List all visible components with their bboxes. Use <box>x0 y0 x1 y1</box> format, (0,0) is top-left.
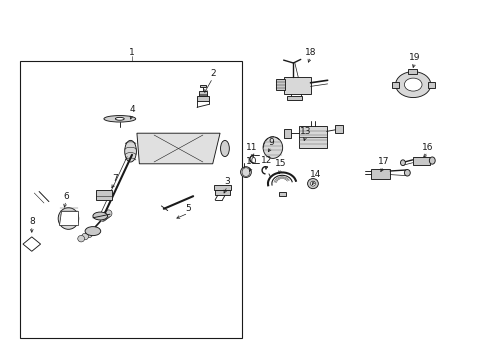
Polygon shape <box>59 211 78 225</box>
Text: 18: 18 <box>304 48 316 57</box>
Ellipse shape <box>395 72 430 98</box>
Bar <box>215 190 229 195</box>
Ellipse shape <box>263 137 282 158</box>
Text: 15: 15 <box>275 159 286 168</box>
Ellipse shape <box>404 78 421 91</box>
Bar <box>200 85 205 87</box>
Ellipse shape <box>400 160 405 166</box>
Text: 8: 8 <box>29 217 35 226</box>
Ellipse shape <box>310 181 315 186</box>
Ellipse shape <box>58 208 79 229</box>
Text: 6: 6 <box>63 192 69 201</box>
Ellipse shape <box>428 157 434 164</box>
Text: 9: 9 <box>268 138 274 147</box>
Text: 3: 3 <box>224 177 230 186</box>
Text: 19: 19 <box>408 53 420 62</box>
Text: 10: 10 <box>245 157 257 166</box>
Ellipse shape <box>124 140 136 162</box>
Bar <box>283 77 310 94</box>
Bar <box>286 96 301 100</box>
Bar <box>198 91 207 96</box>
Text: 11: 11 <box>245 143 257 152</box>
Text: 1: 1 <box>129 48 135 57</box>
Bar <box>335 125 342 133</box>
Text: 17: 17 <box>377 157 389 166</box>
Ellipse shape <box>78 235 84 242</box>
Ellipse shape <box>85 227 101 236</box>
Ellipse shape <box>105 210 112 217</box>
Ellipse shape <box>81 233 88 240</box>
Text: 12: 12 <box>260 156 272 165</box>
Ellipse shape <box>103 211 110 218</box>
Text: 2: 2 <box>209 69 215 78</box>
Bar <box>283 129 290 138</box>
Bar <box>20 61 242 338</box>
Ellipse shape <box>307 179 318 189</box>
Polygon shape <box>23 237 41 251</box>
Text: 5: 5 <box>185 204 191 213</box>
Bar <box>407 69 416 74</box>
Text: 16: 16 <box>421 143 433 152</box>
Bar <box>276 79 285 90</box>
Bar <box>96 190 112 200</box>
Bar <box>370 169 389 179</box>
Ellipse shape <box>99 214 106 221</box>
Text: 4: 4 <box>129 105 135 114</box>
Ellipse shape <box>101 213 107 220</box>
Ellipse shape <box>404 170 409 176</box>
Bar <box>197 96 208 101</box>
Bar <box>412 157 429 165</box>
Ellipse shape <box>115 117 124 120</box>
Bar <box>279 192 285 196</box>
Ellipse shape <box>93 212 107 220</box>
Bar <box>299 126 326 148</box>
Ellipse shape <box>240 167 251 177</box>
Bar <box>427 82 434 88</box>
Ellipse shape <box>89 229 96 235</box>
Ellipse shape <box>85 231 92 238</box>
Bar <box>213 185 231 190</box>
Ellipse shape <box>220 140 229 157</box>
Bar <box>391 82 398 88</box>
Ellipse shape <box>103 116 136 122</box>
Ellipse shape <box>102 212 109 219</box>
Text: 13: 13 <box>299 127 311 136</box>
Polygon shape <box>137 133 220 164</box>
Text: 7: 7 <box>112 174 118 183</box>
Text: 14: 14 <box>309 170 321 179</box>
